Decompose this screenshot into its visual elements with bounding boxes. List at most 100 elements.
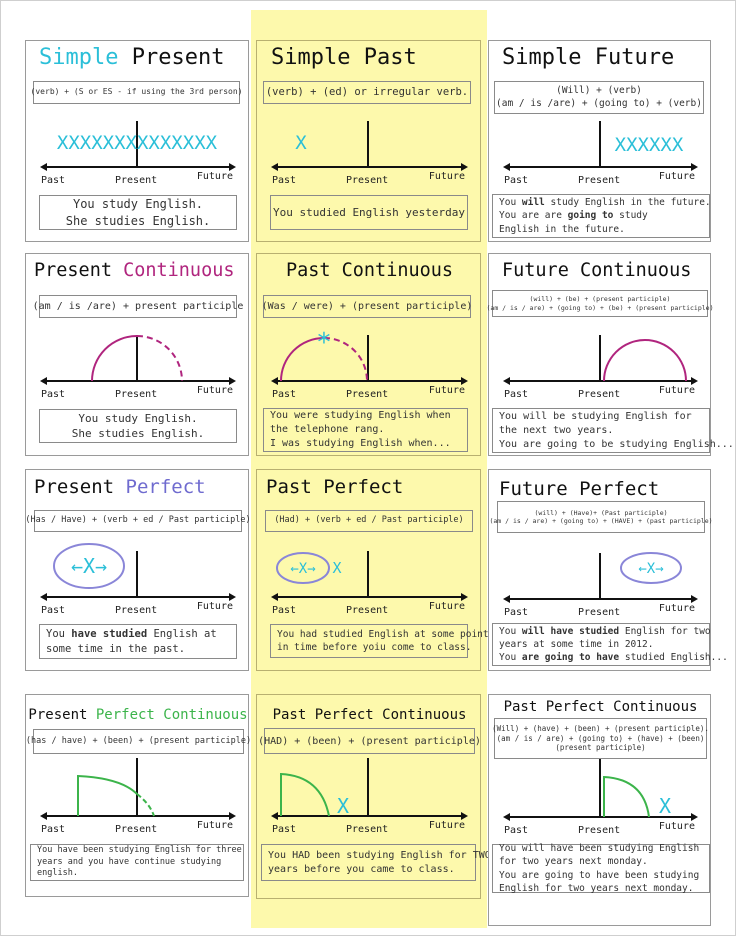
timeline-label-present: Present <box>578 825 621 836</box>
arrow-right-icon <box>691 813 698 821</box>
timeline-diagram <box>40 758 236 820</box>
timeline-label-future: Future <box>428 601 465 612</box>
tense-title-part: Simple Past <box>271 45 417 70</box>
example-text: study <box>613 210 648 222</box>
example-line: You had studied English at some point <box>277 628 489 641</box>
timeline-label-past: Past <box>41 389 66 400</box>
tense-title-part: Perfect Continuous <box>95 707 248 723</box>
timeline-label-future: Future <box>428 820 465 831</box>
tense-card: ←X→ Past Present Future Future Perfect (will)… <box>488 469 728 671</box>
example-line: You will have studied English for two <box>499 625 711 638</box>
tense-title-part: Past Perfect Continuous <box>503 699 698 715</box>
duration-curve-dashed <box>136 793 155 817</box>
formula-line: (Has / Have) + (verb + ed / Past partici… <box>25 515 251 526</box>
timeline-label-future: Future <box>658 821 695 832</box>
example-line: I was studying English when... <box>270 437 451 451</box>
arrow-left-icon <box>271 812 278 820</box>
timeline-diagram: ←X→ X <box>271 551 468 601</box>
example-box: You had studied English at some point in … <box>270 624 489 658</box>
timeline-label-present: Present <box>115 389 158 400</box>
formula-line: (has / have) + (been) + (present partici… <box>25 735 252 746</box>
example-text: You are going to be studying English... <box>499 438 734 450</box>
tense-title: Past Perfect Continuous <box>257 707 482 723</box>
tense-card: XXXXXXXXXXXXXX Past Present Future Simple Pr… <box>25 40 249 242</box>
formula-box: (will) + (Have)+ (Past participle) (am / … <box>489 501 713 533</box>
tense-title-part: Past Perfect <box>266 476 404 498</box>
tense-title: Past Continuous <box>257 260 482 281</box>
formula-line: (Was / were) + (present participle) <box>261 301 473 312</box>
duration-curve <box>280 772 330 817</box>
example-text: You <box>499 197 522 209</box>
tense-title: Simple Present <box>39 45 224 70</box>
timeline-label-present: Present <box>346 389 389 400</box>
tense-card: ←X→ Past Present Future Present Perfect (Has … <box>25 469 251 671</box>
formula-line: (am / is /are) + present participle <box>32 301 244 312</box>
example-text: some time in the past. <box>46 642 186 655</box>
arrow-left-icon <box>503 595 510 603</box>
example-line: You have been studying English for three <box>37 845 242 857</box>
duration-curve <box>603 775 650 818</box>
timeline-label-present: Present <box>346 824 389 835</box>
event-marker: X <box>659 794 671 818</box>
arrow-right-icon <box>229 812 236 820</box>
timeline-label-future: Future <box>658 171 695 182</box>
example-text: years at some time in 2012. <box>499 638 654 650</box>
example-text: You <box>46 627 72 640</box>
tense-title-part: Present <box>131 45 225 70</box>
repeated-action-marker: XXXXXXXXXXXXXX <box>57 132 218 154</box>
example-box: You have been studying English for three… <box>30 844 244 881</box>
tense-card: Past Present Future Present Continuous (am /… <box>25 253 249 456</box>
example-line: English in the future. <box>499 223 625 236</box>
tense-title: Past Perfect Continuous <box>489 699 712 715</box>
example-text: You HAD been studying English for TWO <box>268 849 491 861</box>
example-text: You had studied English at some point <box>277 628 489 640</box>
formula-box: (has / have) + (been) + (present partici… <box>26 729 251 754</box>
formula-box: (am / is /are) + present participle <box>33 295 243 318</box>
formula-box: (will) + (be) + (present participle) (am … <box>487 290 714 317</box>
tense-title-part: Perfect <box>125 476 206 498</box>
ongoing-arc-solid <box>91 335 138 382</box>
example-line: English for two years next monday. <box>499 882 693 895</box>
tense-card: X Past Present Future Past Perfect Continuou… <box>256 694 491 899</box>
formula-line: (will) + (Have)+ (Past participle) <box>534 508 668 517</box>
arrow-left-icon <box>503 377 510 385</box>
tense-title-part: Future Continuous <box>502 260 692 281</box>
example-line: for two years next monday. <box>499 855 648 868</box>
ongoing-arc-dashed <box>323 337 368 382</box>
tense-title: Simple Future <box>502 45 674 70</box>
arrow-right-icon <box>229 593 236 601</box>
formula-line: (am / is /are) + (going to) + (verb) <box>496 97 702 109</box>
timeline-label-present: Present <box>115 824 158 835</box>
example-line: You are going to have been studying <box>499 869 699 882</box>
ongoing-arc-solid <box>280 337 325 382</box>
timeline-diagram <box>503 335 698 385</box>
example-text: She studies English. <box>65 213 211 228</box>
example-text: You <box>499 625 522 637</box>
formula-line: (present participle) <box>555 743 646 753</box>
tense-card: XXXXXX Past Present Future Simple Future (Wil… <box>488 40 711 242</box>
example-line: You will have been studying English <box>499 842 699 855</box>
formula-line: (Will) + (have) + (been) + (present part… <box>492 723 709 733</box>
example-line: You are going to be studying English... <box>499 438 734 452</box>
example-text: years and you have continue studying <box>37 856 222 867</box>
example-line: years before you came to class. <box>268 863 455 877</box>
time-span-ellipse <box>620 552 682 584</box>
example-text: You study English. <box>72 196 204 211</box>
time-span-ellipse <box>276 552 330 584</box>
formula-box: (verb) + (S or ES - if using the 3rd per… <box>31 81 242 104</box>
example-line: You have studied English at <box>46 627 217 642</box>
example-text: years before you came to class. <box>268 863 455 875</box>
future-action-marker: XXXXXX <box>615 134 684 156</box>
timeline-label-future: Future <box>428 385 465 396</box>
example-box: You studied English yesterday <box>270 195 468 230</box>
arrow-left-icon <box>271 377 278 385</box>
timeline-label-present: Present <box>346 175 389 186</box>
timeline-label-past: Past <box>272 605 297 616</box>
ongoing-arc <box>603 339 687 382</box>
example-box: You will study English in the future. You… <box>492 194 711 238</box>
tense-card: X Past Present Future Past Perfect Continuou… <box>488 694 711 926</box>
tense-title: Future Perfect <box>499 478 659 500</box>
timeline-label-future: Future <box>428 171 465 182</box>
timeline-label-present: Present <box>115 175 158 186</box>
example-text: English for two years next monday. <box>499 882 694 894</box>
